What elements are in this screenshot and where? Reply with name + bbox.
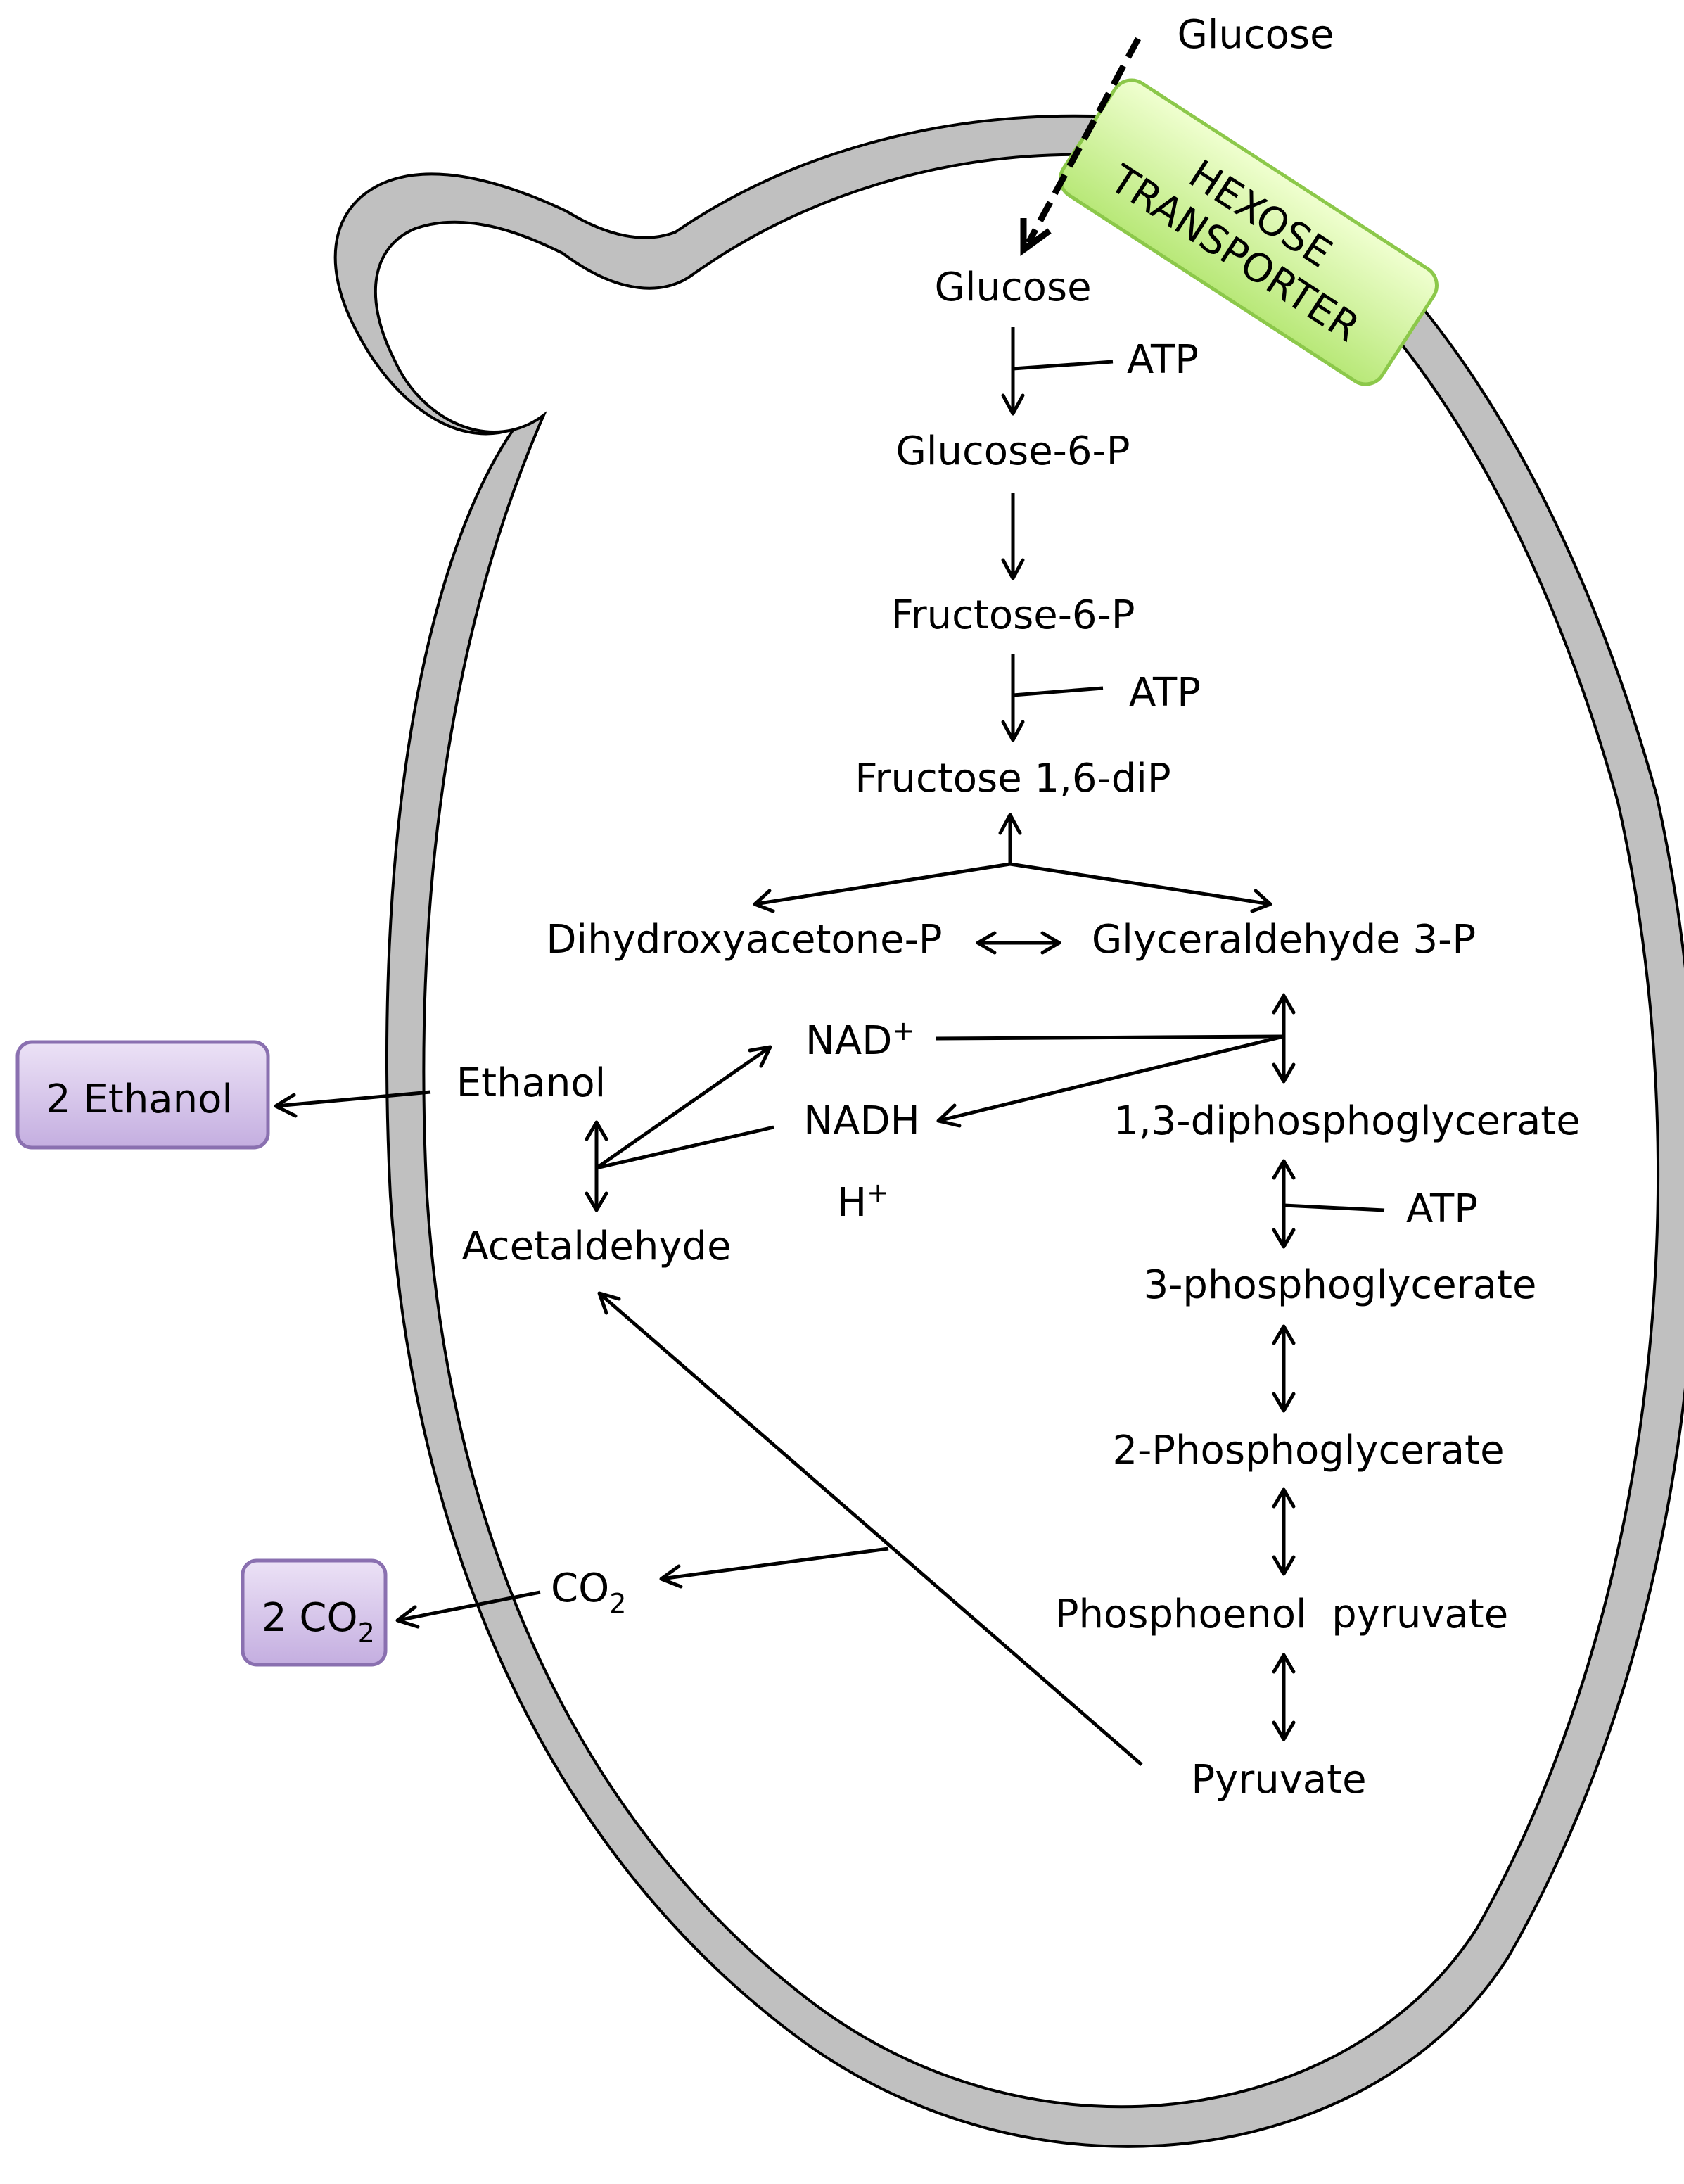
ethanol-label: Ethanol <box>457 1060 606 1106</box>
arrow-ethanol-export <box>274 1090 431 1118</box>
fructose-6p-label: Fructose-6-P <box>891 592 1135 638</box>
glucose-import-arrow <box>1026 37 1141 245</box>
ethanol-product-label: 2 Ethanol <box>46 1077 233 1122</box>
atp1-label: ATP <box>1127 337 1199 383</box>
arrow-co2-export <box>395 1590 541 1629</box>
cell-wall-inner <box>374 153 1660 2109</box>
glucose-import-arrowhead <box>1020 218 1052 256</box>
bpg-label: 1,3-diphosphoglycerate <box>1114 1098 1580 1144</box>
pg3-label: 3-phosphoglycerate <box>1144 1262 1537 1308</box>
arrow-pep-pyruvate <box>1272 1653 1296 1741</box>
arrow-2pg-pep <box>1272 1487 1296 1576</box>
arrow-g3p-bpg <box>935 993 1296 1128</box>
arrow-f16dip-split <box>753 813 1272 913</box>
pep-label: Phosphoenol pyruvate <box>1055 1592 1508 1637</box>
ethanol-product-box: 2 Ethanol <box>15 1040 270 1150</box>
acetaldehyde-label: Acetaldehyde <box>461 1224 731 1269</box>
glucose-6p-label: Glucose-6-P <box>896 428 1130 474</box>
atp2-label: ATP <box>1129 670 1201 716</box>
arrow-dhap-g3p <box>976 931 1061 955</box>
arrow-pyruvate-acetaldehyde <box>597 1291 1143 1766</box>
pyruvate-label: Pyruvate <box>1191 1757 1366 1803</box>
arrow-acetaldehyde-ethanol <box>585 1045 774 1212</box>
co2-inner-label: CO2 <box>551 1566 626 1619</box>
glucose-outside-label: Glucose <box>1177 12 1334 58</box>
fructose-16dip-label: Fructose 1,6-diP <box>855 756 1170 801</box>
nad-label: NAD+ <box>805 1015 914 1064</box>
g3p-label: Glyceraldehyde 3-P <box>1092 917 1476 963</box>
arrow-glucose-to-g6p <box>1001 327 1114 416</box>
nadh-label: NADH <box>803 1098 919 1144</box>
arrow-3pg-2pg <box>1272 1324 1296 1413</box>
atp3-label: ATP <box>1406 1186 1478 1232</box>
h-plus-label: H+ <box>837 1177 889 1226</box>
arrow-g6p-to-f6p <box>1001 493 1025 580</box>
arrow-bpg-3pg <box>1272 1159 1385 1249</box>
arrow-f6p-to-f16dip <box>1001 654 1104 742</box>
glucose-label: Glucose <box>934 265 1091 310</box>
co2-product-label: 2 CO2 <box>262 1595 375 1649</box>
co2-product-box: 2 CO2 <box>241 1558 388 1667</box>
pg2-label: 2-Phosphoglycerate <box>1112 1428 1504 1473</box>
dhap-label: Dihydroxyacetone-P <box>546 917 942 963</box>
